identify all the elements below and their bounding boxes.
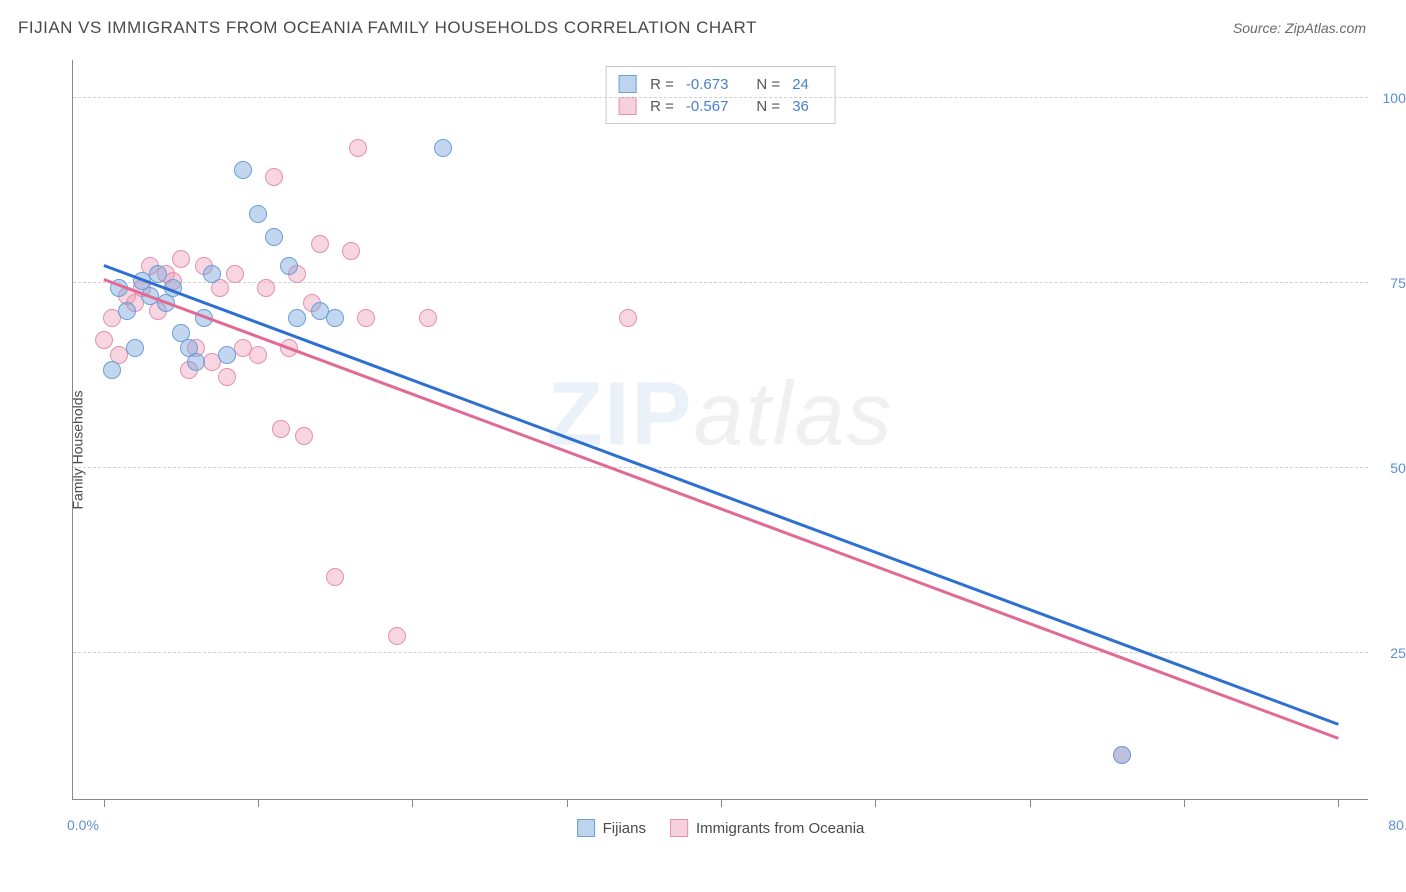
x-tick (258, 799, 259, 807)
chart-container: Family Households ZIPatlas R =-0.673N =2… (50, 60, 1390, 840)
scatter-point (349, 139, 367, 157)
scatter-point (272, 420, 290, 438)
trend-line (103, 278, 1338, 739)
grid-line: 25.0% (73, 652, 1368, 653)
legend-row: R = -0.673 N = 24 (618, 73, 823, 95)
y-tick-label: 75.0% (1375, 275, 1406, 291)
x-tick (104, 799, 105, 807)
scatter-point (280, 257, 298, 275)
x-tick (1184, 799, 1185, 807)
scatter-point (357, 309, 375, 327)
scatter-point (1113, 746, 1131, 764)
trend-line (103, 264, 1338, 725)
scatter-point (326, 568, 344, 586)
scatter-point (311, 235, 329, 253)
x-tick (1030, 799, 1031, 807)
scatter-point (265, 168, 283, 186)
x-tick (567, 799, 568, 807)
scatter-point (118, 302, 136, 320)
scatter-point (218, 346, 236, 364)
source-attribution: Source: ZipAtlas.com (1233, 20, 1366, 36)
scatter-point (103, 361, 121, 379)
y-tick-label: 50.0% (1375, 460, 1406, 476)
scatter-point (95, 331, 113, 349)
legend-swatch (618, 75, 636, 93)
x-tick (1338, 799, 1339, 807)
watermark-zip: ZIP (547, 364, 693, 464)
legend-swatch (618, 97, 636, 115)
legend-r-label: R = (650, 98, 674, 115)
scatter-point (434, 139, 452, 157)
x-axis-min-label: 0.0% (67, 817, 99, 833)
grid-line: 100.0% (73, 97, 1368, 98)
x-axis-max-label: 80.0% (1388, 817, 1406, 833)
x-tick (875, 799, 876, 807)
scatter-point (295, 427, 313, 445)
scatter-point (619, 309, 637, 327)
scatter-point (326, 309, 344, 327)
scatter-point (249, 205, 267, 223)
scatter-point (218, 368, 236, 386)
scatter-point (187, 353, 205, 371)
grid-line: 50.0% (73, 467, 1368, 468)
legend-n-value: 24 (792, 76, 809, 93)
scatter-point (172, 250, 190, 268)
x-tick (412, 799, 413, 807)
scatter-point (288, 309, 306, 327)
scatter-point (419, 309, 437, 327)
scatter-point (257, 279, 275, 297)
legend-r-value: -0.567 (686, 98, 729, 115)
scatter-point (249, 346, 267, 364)
scatter-point (388, 627, 406, 645)
legend-n-value: 36 (792, 98, 809, 115)
correlation-legend: R = -0.673 N = 24 R = -0.567 N = 36 (605, 66, 836, 124)
scatter-point (265, 228, 283, 246)
legend-r-label: R = (650, 76, 674, 93)
scatter-point (149, 265, 167, 283)
legend-n-label: N = (756, 98, 780, 115)
y-tick-label: 25.0% (1375, 645, 1406, 661)
scatter-point (342, 242, 360, 260)
x-tick (721, 799, 722, 807)
watermark-atlas: atlas (693, 364, 893, 464)
scatter-point (226, 265, 244, 283)
legend-row: R = -0.567 N = 36 (618, 95, 823, 117)
y-tick-label: 100.0% (1375, 90, 1406, 106)
scatter-point (234, 161, 252, 179)
legend-r-value: -0.673 (686, 76, 729, 93)
chart-title: FIJIAN VS IMMIGRANTS FROM OCEANIA FAMILY… (18, 18, 757, 38)
chart-header: FIJIAN VS IMMIGRANTS FROM OCEANIA FAMILY… (0, 0, 1406, 48)
scatter-point (203, 265, 221, 283)
x-axis-labels: 0.0% 80.0% (73, 817, 1368, 837)
scatter-point (126, 339, 144, 357)
plot-area: ZIPatlas R =-0.673N =24R =-0.567N =36 Fi… (72, 60, 1368, 800)
legend-n-label: N = (756, 76, 780, 93)
